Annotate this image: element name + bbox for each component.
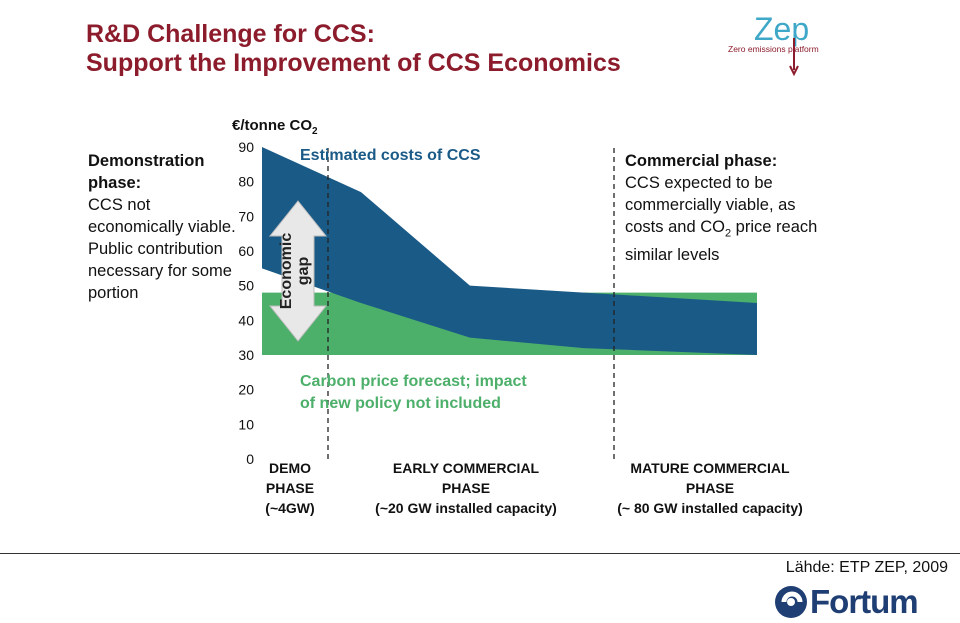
y-tick-label: 30 (238, 347, 254, 363)
commercial-note-body: CCS expected to be commercially viable, … (625, 172, 835, 266)
y-axis-ticks: 0 10 20 30 40 50 60 70 80 90 (238, 139, 254, 467)
phase-label-demo-1: DEMO (269, 460, 311, 476)
economic-gap-arrow: Economic gap (268, 200, 328, 342)
source-text: Lähde: ETP ZEP, 2009 (785, 559, 948, 576)
demonstration-note-body: CCS not economically viable. Public cont… (88, 196, 236, 302)
demonstration-note: Demonstration phase: CCS not economicall… (88, 150, 238, 304)
gap-label-1: Economic (278, 233, 295, 310)
phase-label-demo-2: PHASE (266, 480, 314, 496)
commercial-note-body-2: price reach similar levels (625, 218, 818, 265)
slide-title: R&D Challenge for CCS: Support the Impro… (86, 20, 621, 78)
zep-tagline: Zero emissions platform (728, 44, 819, 54)
demonstration-note-head: Demonstration phase: (88, 152, 205, 192)
phase-label-mature-1: MATURE COMMERCIAL (630, 460, 790, 476)
phase-labels: DEMO PHASE (~4GW) EARLY COMMERCIAL PHASE… (265, 460, 802, 516)
y-unit-sub: 2 (312, 126, 318, 137)
double-arrow-icon (268, 200, 328, 342)
zep-logo: Zep Zero emissions platform (728, 11, 819, 77)
footer-divider (0, 553, 960, 554)
y-axis-unit-label: €/tonne CO2 (232, 117, 318, 137)
commercial-note-head: Commercial phase: (625, 152, 778, 170)
zep-logo-text: Zep (754, 11, 809, 47)
chart-area: €/tonne CO2 0 10 20 30 40 50 60 70 80 90 Economic… (0, 100, 960, 530)
y-tick-label: 0 (246, 451, 254, 467)
y-tick-label: 70 (238, 208, 254, 224)
title-line-2: Support the Improvement of CCS Economics (86, 49, 621, 77)
y-tick-label: 40 (238, 312, 254, 328)
y-tick-label: 50 (238, 278, 254, 294)
fortum-logo-icon (775, 586, 807, 618)
phase-label-early-1: EARLY COMMERCIAL (393, 460, 540, 476)
commercial-note: Commercial phase: CCS expected to be com… (625, 150, 835, 266)
ccs-cost-band (262, 147, 757, 355)
y-tick-label: 10 (238, 416, 254, 432)
y-tick-label: 60 (238, 243, 254, 259)
phase-label-early-2: PHASE (442, 480, 490, 496)
series-label-carbon-2: of new policy not included (300, 395, 501, 412)
phase-label-mature-3: (~ 80 GW installed capacity) (617, 500, 803, 516)
y-tick-label: 80 (238, 174, 254, 190)
y-tick-label: 90 (238, 139, 254, 155)
series-label-carbon-1: Carbon price forecast; impact (300, 373, 527, 390)
gap-label-2: gap (295, 257, 312, 286)
fortum-logo-text: Fortum (810, 583, 919, 620)
y-unit-main: €/tonne CO (232, 117, 312, 134)
series-label-ccs: Estimated costs of CCS (300, 147, 481, 164)
phase-label-early-3: (~20 GW installed capacity) (375, 500, 557, 516)
commercial-note-body-1: CCS expected to be commercially viable, … (625, 174, 796, 236)
y-tick-label: 20 (238, 382, 254, 398)
zep-arrow-icon (789, 65, 799, 77)
title-line-1: R&D Challenge for CCS: (86, 20, 375, 48)
phase-label-demo-3: (~4GW) (265, 500, 314, 516)
phase-label-mature-2: PHASE (686, 480, 734, 496)
chart-series (262, 147, 757, 355)
commercial-note-sub: 2 (724, 227, 732, 240)
